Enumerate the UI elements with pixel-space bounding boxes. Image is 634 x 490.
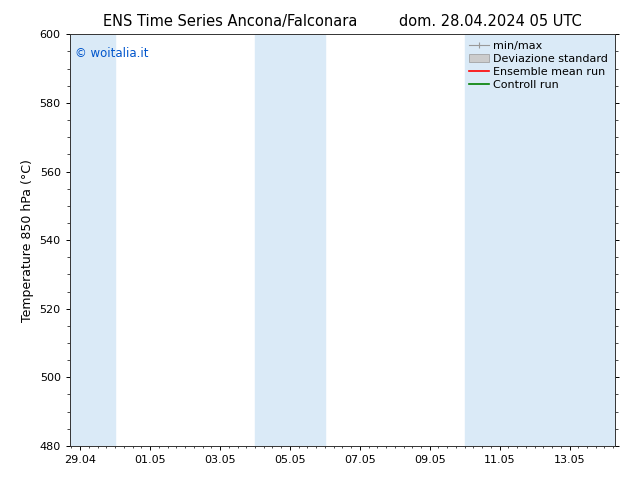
Bar — [534, 34, 615, 446]
Text: © woitalia.it: © woitalia.it — [75, 47, 149, 60]
Y-axis label: Temperature 850 hPa (°C): Temperature 850 hPa (°C) — [21, 159, 34, 321]
Bar — [70, 34, 115, 446]
Bar — [465, 34, 534, 446]
Legend: min/max, Deviazione standard, Ensemble mean run, Controll run: min/max, Deviazione standard, Ensemble m… — [465, 38, 612, 93]
Bar — [255, 34, 325, 446]
Title: ENS Time Series Ancona/Falconara         dom. 28.04.2024 05 UTC: ENS Time Series Ancona/Falconara dom. 28… — [103, 14, 582, 29]
